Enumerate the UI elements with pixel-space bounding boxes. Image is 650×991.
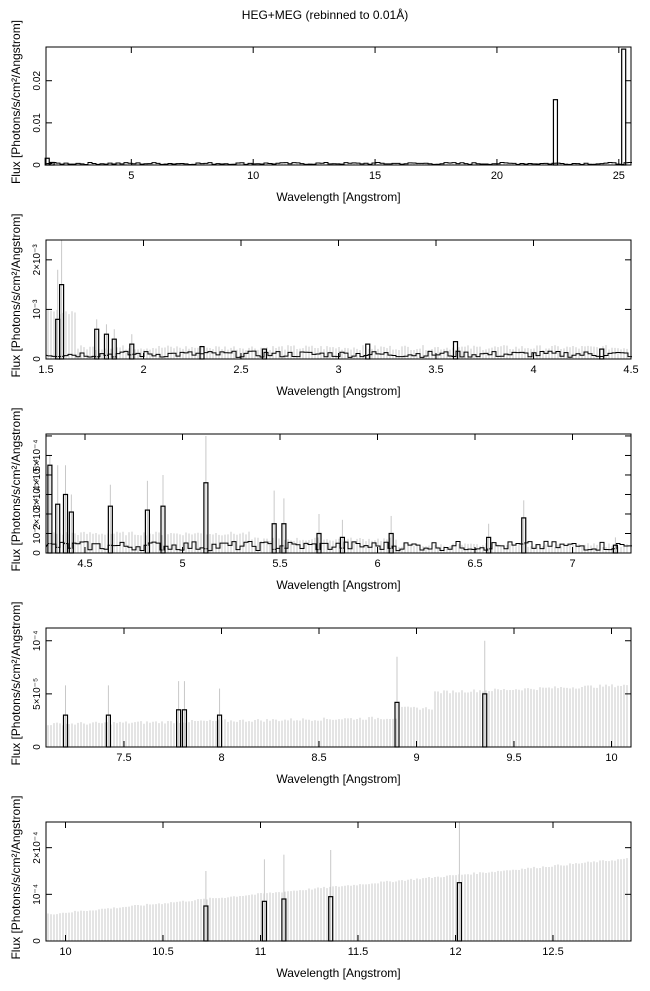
- y-tick-label: 0.01: [32, 113, 43, 133]
- y-tick-label: 0: [32, 356, 43, 362]
- y-tick-label: 2×10⁻⁴: [32, 498, 43, 530]
- x-tick-label: 6: [374, 558, 380, 570]
- chart-panel-5: 10 10.5 11 11.5 12 12.5 0 10⁻⁴ 2×10⁻⁴ Wavelength …: [9, 795, 632, 980]
- y-tick-label: 0: [32, 744, 43, 750]
- x-tick-label: 5.5: [272, 558, 287, 570]
- x-tick-label: 12: [449, 946, 461, 958]
- chart-panel-3: 4.5 5 5.5 6 6.5 7 0 10⁻⁴2×10⁻⁴3×10⁻⁴4×10⁻⁴5×10⁻…: [9, 407, 632, 592]
- y-tick-label: 10⁻⁴: [32, 523, 43, 544]
- chart-panel-1: 5 10 15 20 25 0 0.01 0.02 Wavelength [Angstrom] F…: [9, 20, 632, 204]
- y-tick-label: 10⁻³: [32, 299, 43, 319]
- x-tick-label: 5: [179, 558, 185, 570]
- x-tick-label: 6.5: [467, 558, 482, 570]
- x-tick-label: 11: [255, 946, 266, 958]
- error-bars: [47, 858, 628, 941]
- x-tick-label: 20: [491, 170, 503, 182]
- x-tick-label: 15: [369, 170, 381, 182]
- y-axis-label: Flux [Photons/s/cm²/Angstrom]: [9, 213, 23, 377]
- plot-frame: [45, 239, 632, 360]
- x-tick-label: 9.5: [506, 752, 521, 764]
- x-axis-label: Wavelength [Angstrom]: [276, 190, 400, 204]
- y-tick-label: 4×10⁻⁴: [32, 459, 43, 491]
- x-tick-label: 8.5: [311, 752, 326, 764]
- spectral-line: [599, 348, 605, 360]
- x-axis-label: Wavelength [Angstrom]: [276, 966, 400, 980]
- x-axis: 5 10 15 20 25: [128, 47, 625, 182]
- plot-frame: [45, 46, 632, 166]
- x-tick-label: 7.5: [116, 752, 131, 764]
- y-axis-label: Flux [Photons/s/cm²/Angstrom]: [9, 407, 23, 571]
- x-tick-label: 12.5: [542, 946, 563, 958]
- y-tick-label: 3×10⁻⁴: [32, 478, 43, 510]
- y-tick-label: 0: [32, 550, 43, 556]
- x-tick-label: 9: [413, 752, 419, 764]
- x-axis: 7.5 8 8.5 9 9.5 10: [116, 628, 618, 764]
- page-title: HEG+MEG (rebinned to 0.01Å): [241, 8, 409, 22]
- y-axis: 0 10⁻⁴ 2×10⁻⁴: [32, 832, 631, 944]
- y-axis: 0 5×10⁻⁵ 10⁻⁴: [32, 630, 631, 750]
- x-tick-label: 4.5: [623, 364, 638, 376]
- x-tick-label: 10: [59, 946, 71, 958]
- y-tick-label: 10⁻⁴: [32, 630, 43, 651]
- y-tick-label: 0: [32, 938, 43, 944]
- spectrum-step: [45, 161, 632, 165]
- x-tick-label: 3.5: [428, 364, 443, 376]
- plot-frame: [45, 821, 632, 942]
- plot-frame: [45, 627, 632, 748]
- y-axis: 0 10⁻³ 2×10⁻³: [32, 244, 631, 362]
- x-tick-label: 25: [613, 170, 625, 182]
- x-axis-label: Wavelength [Angstrom]: [276, 578, 400, 592]
- x-axis: 1.5 2 2.5 3 3.5 4 4.5: [38, 240, 639, 376]
- y-axis: 0 0.01 0.02: [32, 71, 631, 168]
- x-axis-label: Wavelength [Angstrom]: [276, 384, 400, 398]
- x-tick-label: 10: [247, 170, 259, 182]
- y-tick-label: 0: [32, 162, 43, 168]
- x-tick-label: 7: [569, 558, 575, 570]
- x-axis: 4.5 5 5.5 6 6.5 7: [77, 434, 576, 570]
- y-axis-label: Flux [Photons/s/cm²/Angstrom]: [9, 20, 23, 184]
- y-axis-label: Flux [Photons/s/cm²/Angstrom]: [9, 795, 23, 959]
- y-tick-label: 10⁻⁴: [32, 884, 43, 905]
- chart-panel-2: 1.5 2 2.5 3 3.5 4 4.5 0 10⁻³ 2×10⁻³ Wavelength [An…: [9, 213, 639, 398]
- x-tick-label: 5: [128, 170, 134, 182]
- y-tick-label: 5×10⁻⁵: [32, 678, 43, 710]
- error-bars: [47, 684, 628, 747]
- plot-frame: [45, 433, 632, 554]
- x-tick-label: 3: [335, 364, 341, 376]
- y-tick-label: 2×10⁻⁴: [32, 832, 43, 864]
- y-tick-label: 2×10⁻³: [32, 244, 43, 276]
- x-tick-label: 8: [218, 752, 224, 764]
- error-bars: [47, 309, 628, 359]
- x-axis-label: Wavelength [Angstrom]: [276, 772, 400, 786]
- x-tick-label: 10.5: [152, 946, 173, 958]
- spectral-line: [552, 99, 559, 166]
- x-tick-label: 2: [140, 364, 146, 376]
- y-axis-label: Flux [Photons/s/cm²/Angstrom]: [9, 601, 23, 765]
- x-tick-label: 10: [605, 752, 617, 764]
- y-tick-label: 0.02: [32, 71, 43, 91]
- x-axis: 10 10.5 11 11.5 12 12.5: [59, 822, 564, 958]
- x-tick-label: 4: [530, 364, 536, 376]
- x-tick-label: 4.5: [77, 558, 92, 570]
- spectral-line: [621, 48, 627, 166]
- x-tick-label: 2.5: [233, 364, 248, 376]
- y-axis: 0 10⁻⁴2×10⁻⁴3×10⁻⁴4×10⁻⁴5×10⁻⁴: [32, 435, 631, 556]
- chart-panel-4: 7.5 8 8.5 9 9.5 10 0 5×10⁻⁵ 10⁻⁴ Wavelength [Angs…: [9, 601, 632, 786]
- y-tick-label: 5×10⁻⁴: [32, 439, 43, 471]
- x-tick-label: 11.5: [348, 946, 369, 958]
- x-tick-label: 1.5: [38, 364, 53, 376]
